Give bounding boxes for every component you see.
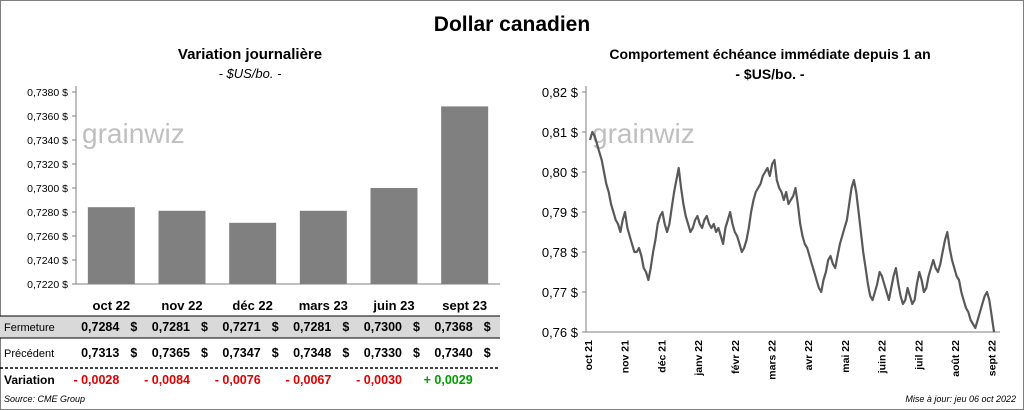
table-cell-unit: $ xyxy=(413,346,420,360)
line-y-tick-label: 0,76 $ xyxy=(542,325,579,340)
table-cell: 0,7368 xyxy=(434,320,472,334)
table-cell: 0,7300 xyxy=(364,320,402,334)
update-note: Mise à jour: jeu 06 oct 2022 xyxy=(905,394,1016,404)
y-tick-label: 0,7220 $ xyxy=(27,279,68,291)
table-cell: 0,7365 xyxy=(152,346,190,360)
page-title: Dollar canadien xyxy=(433,13,591,36)
y-tick-label: 0,7360 $ xyxy=(27,111,68,123)
bar xyxy=(158,210,206,284)
line-x-tick-label: juil 22 xyxy=(913,340,925,371)
table-cell: - 0,0067 xyxy=(285,373,331,387)
line-y-tick-label: 0,78 $ xyxy=(542,245,579,260)
table-cell: 0,7330 xyxy=(364,346,402,360)
bar-chart-subtitle: - $US/bo. - xyxy=(218,66,282,81)
category-label: nov 22 xyxy=(161,298,202,313)
category-label: oct 22 xyxy=(93,298,131,313)
line-x-tick-label: sept 22 xyxy=(987,340,999,376)
category-label: mars 23 xyxy=(299,298,348,313)
table-cell: 0,7281 xyxy=(152,320,190,334)
y-tick-label: 0,7280 $ xyxy=(27,207,68,219)
y-tick-label: 0,7240 $ xyxy=(27,255,68,267)
line-y-tick-label: 0,77 $ xyxy=(542,285,579,300)
table-cell: + 0,0029 xyxy=(424,373,473,387)
line-x-tick-label: déc 21 xyxy=(656,340,668,373)
y-tick-label: 0,7380 $ xyxy=(27,87,68,99)
bar xyxy=(441,106,489,285)
price-series-line xyxy=(588,130,996,333)
table-cell-unit: $ xyxy=(130,346,137,360)
y-tick-label: 0,7260 $ xyxy=(27,231,68,243)
table-cell: - 0,0076 xyxy=(215,373,261,387)
table-cell-unit: $ xyxy=(413,320,420,334)
line-x-tick-label: mars 22 xyxy=(766,340,778,380)
line-y-tick-label: 0,79 $ xyxy=(542,205,579,220)
table-cell: - 0,0030 xyxy=(356,373,402,387)
bar xyxy=(87,207,135,284)
line-x-tick-label: févr 22 xyxy=(730,340,742,374)
table-row-label: Précédent xyxy=(4,348,54,360)
line-y-tick-label: 0,81 $ xyxy=(542,125,579,140)
line-x-tick-label: janv 22 xyxy=(693,340,705,377)
line-x-tick-label: mai 22 xyxy=(840,340,852,373)
table-cell-unit: $ xyxy=(342,346,349,360)
bar xyxy=(229,222,277,284)
line-y-tick-label: 0,82 $ xyxy=(542,85,579,100)
table-row-label: Variation xyxy=(4,373,55,387)
line-chart-title: Comportement échéance immédiate depuis 1… xyxy=(609,46,931,62)
table-cell: 0,7271 xyxy=(222,320,260,334)
y-tick-label: 0,7340 $ xyxy=(27,135,68,147)
category-label: juin 23 xyxy=(372,298,414,313)
source-note: Source: CME Group xyxy=(4,394,86,404)
table-cell: 0,7284 xyxy=(81,320,119,334)
table-cell: 0,7313 xyxy=(81,346,119,360)
line-x-tick-label: avr 22 xyxy=(803,340,815,371)
table-cell-unit: $ xyxy=(130,320,137,334)
table-cell-unit: $ xyxy=(272,346,279,360)
table-cell-unit: $ xyxy=(484,346,491,360)
line-chart-subtitle: - $US/bo. - xyxy=(735,66,805,82)
watermark-right: grainwiz xyxy=(592,118,695,149)
table-cell: - 0,0028 xyxy=(73,373,119,387)
table-cell-unit: $ xyxy=(201,320,208,334)
line-x-tick-label: août 22 xyxy=(950,340,962,377)
line-y-tick-label: 0,80 $ xyxy=(542,165,579,180)
table-cell-unit: $ xyxy=(201,346,208,360)
line-x-tick-label: nov 21 xyxy=(620,340,632,373)
category-label: déc 22 xyxy=(232,298,272,313)
line-x-tick-label: juin 22 xyxy=(877,340,889,374)
table-cell: 0,7347 xyxy=(222,346,260,360)
watermark-left: grainwiz xyxy=(82,118,185,149)
category-label: sept 23 xyxy=(442,298,487,313)
bar-chart-title: Variation journalière xyxy=(177,46,323,63)
y-tick-label: 0,7300 $ xyxy=(27,183,68,195)
table-cell: 0,7281 xyxy=(293,320,331,334)
bar xyxy=(370,188,418,284)
table-cell-unit: $ xyxy=(272,320,279,334)
bar xyxy=(299,210,347,284)
table-row-band xyxy=(0,316,500,338)
table-cell-unit: $ xyxy=(484,320,491,334)
table-cell-unit: $ xyxy=(342,320,349,334)
y-tick-label: 0,7320 $ xyxy=(27,159,68,171)
table-cell: 0,7348 xyxy=(293,346,331,360)
table-row-label: Fermeture xyxy=(4,322,55,334)
table-cell: 0,7340 xyxy=(434,346,472,360)
table-cell: - 0,0084 xyxy=(144,373,190,387)
line-x-tick-label: oct 21 xyxy=(583,340,595,371)
